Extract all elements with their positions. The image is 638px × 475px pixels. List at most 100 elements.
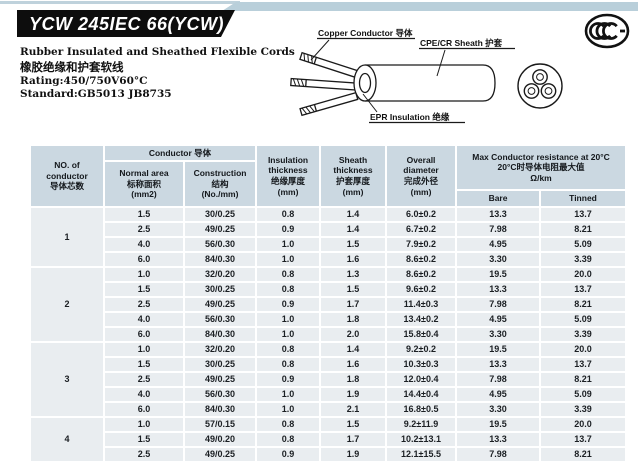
table-row: 6.0 84/0.30 1.0 2.0 15.8±0.4 3.30 3.39: [31, 328, 626, 341]
spec-cell: 2.5: [105, 448, 183, 461]
spec-cell: 9.6±0.2: [387, 283, 456, 296]
spec-cell: 56/0.30: [185, 313, 256, 326]
spec-cell: 4.95: [457, 313, 540, 326]
spec-cell: 1.4: [321, 208, 386, 221]
spec-cell: 49/0.25: [185, 373, 256, 386]
spec-table: NO. of conductor 导体芯数 Conductor 导体 Insul…: [29, 144, 627, 463]
spec-cell: 13.7: [541, 208, 626, 221]
header-insulation: Insulation thickness 绝缘厚度 (mm): [257, 146, 320, 206]
table-row: 2.5 49/0.25 0.9 1.8 12.0±0.4 7.98 8.21: [31, 373, 626, 386]
spec-cell: 84/0.30: [185, 403, 256, 416]
spec-cell: 0.8: [257, 283, 320, 296]
spec-cell: 10.2±13.1: [387, 433, 456, 446]
spec-cell: 15.8±0.4: [387, 328, 456, 341]
spec-cell: 2.5: [105, 373, 183, 386]
spec-cell: 0.8: [257, 433, 320, 446]
spec-cell: 0.9: [257, 223, 320, 236]
cable-cross-section-icon: [517, 63, 563, 109]
spec-cell: 84/0.30: [185, 253, 256, 266]
spec-cell: 1.0: [257, 388, 320, 401]
table-row: 3 1.0 32/0.20 0.8 1.4 9.2±0.2 19.5 20.0: [31, 343, 626, 416]
spec-cell: 57/0.15: [185, 418, 256, 431]
table-row: 4.0 56/0.30 1.0 1.9 14.4±0.4 4.95 5.09: [31, 388, 626, 401]
spec-cell: 32/0.20: [185, 268, 256, 281]
spec-cell: 7.98: [457, 448, 540, 461]
spec-cell: 1.7: [321, 433, 386, 446]
standard-text: Standard:GB5013 JB8735: [20, 88, 172, 101]
table-row: 2.5 49/0.25 0.9 1.9 12.1±15.5 7.98 8.21: [31, 448, 626, 461]
label-underlines: [317, 37, 515, 124]
spec-cell: 1.8: [321, 313, 386, 326]
spec-cell: 20.0: [541, 343, 626, 356]
spec-cell: 8.21: [541, 448, 626, 461]
spec-cell: 2.5: [105, 223, 183, 236]
spec-cell: 13.3: [457, 208, 540, 221]
spec-cell: 13.3: [457, 358, 540, 371]
spec-cell: 13.3: [457, 433, 540, 446]
page-title: YCW 245IEC 66(YCW): [29, 13, 225, 34]
spec-cell: 1.5: [321, 418, 386, 431]
spec-cell: 11.4±0.3: [387, 298, 456, 311]
spec-cell: 0.8: [257, 418, 320, 431]
leader-lines: [310, 39, 446, 113]
header-no-of-conductor: NO. of conductor 导体芯数: [31, 146, 103, 206]
spec-cell: 1.3: [321, 268, 386, 281]
spec-cell: 1.5: [321, 238, 386, 251]
spec-cell: 0.8: [257, 343, 320, 356]
table-row: 4.0 56/0.30 1.0 1.8 13.4±0.2 4.95 5.09: [31, 313, 626, 326]
spec-cell: 3.39: [541, 328, 626, 341]
spec-cell: 6.0: [105, 253, 183, 266]
spec-cell: 19.5: [457, 418, 540, 431]
spec-cell: 1.0: [105, 418, 183, 431]
spec-cell: 9.2±11.9: [387, 418, 456, 431]
spec-cell: 1.5: [321, 283, 386, 296]
table-row: 1.5 30/0.25 0.8 1.5 9.6±0.2 13.3 13.7: [31, 283, 626, 296]
header-sheath: Sheath thickness 护套厚度 (mm): [321, 146, 386, 206]
spec-cell: 14.4±0.4: [387, 388, 456, 401]
spec-cell: 7.98: [457, 223, 540, 236]
spec-cell: 2.5: [105, 298, 183, 311]
subtitle-en: Rubber Insulated and Sheathed Flexible C…: [20, 46, 295, 58]
spec-cell: 49/0.25: [185, 298, 256, 311]
spec-cell: 6.7±0.2: [387, 223, 456, 236]
spec-cell: 6.0: [105, 328, 183, 341]
spec-cell: 7.98: [457, 373, 540, 386]
spec-cell: 1.5: [105, 208, 183, 221]
spec-cell: 4.0: [105, 238, 183, 251]
spec-cell: 0.8: [257, 358, 320, 371]
subtitle-zh: 橡胶绝缘和护套软线: [20, 59, 124, 74]
spec-cell: 5.09: [541, 388, 626, 401]
top-accent-strip-right: [222, 2, 638, 11]
spec-cell: 8.21: [541, 373, 626, 386]
spec-cell: 13.7: [541, 283, 626, 296]
spec-cell: 84/0.30: [185, 328, 256, 341]
spec-cell: 1.6: [321, 358, 386, 371]
spec-cell: 4.0: [105, 388, 183, 401]
spec-cell: 1.4: [321, 223, 386, 236]
spec-cell: 2.0: [321, 328, 386, 341]
table-row: 4.0 56/0.30 1.0 1.5 7.9±0.2 4.95 5.09: [31, 238, 626, 251]
spec-cell: 49/0.25: [185, 448, 256, 461]
spec-cell: 3.30: [457, 328, 540, 341]
table-row: 1.5 49/0.20 0.8 1.7 10.2±13.1 13.3 13.7: [31, 433, 626, 446]
table-row: 1 1.5 30/0.25 0.8 1.4 6.0±0.2 13.3 13.7: [31, 208, 626, 266]
spec-cell: 12.1±15.5: [387, 448, 456, 461]
spec-cell: 3.30: [457, 403, 540, 416]
spec-cell: 56/0.30: [185, 388, 256, 401]
header-construction: Construction 结构 (No./mm): [185, 162, 256, 206]
spec-cell: 20.0: [541, 268, 626, 281]
spec-cell: 4.0: [105, 313, 183, 326]
spec-cell: 5.09: [541, 238, 626, 251]
spec-cell: 1.0: [105, 343, 183, 356]
table-row: 4 1.0 57/0.15 0.8 1.5 9.2±11.9 19.5 20.0: [31, 418, 626, 461]
spec-cell: 4.95: [457, 238, 540, 251]
spec-cell: 0.9: [257, 373, 320, 386]
table-row: 6.0 84/0.30 1.0 1.6 8.6±0.2 3.30 3.39: [31, 253, 626, 266]
rating-text: Rating:450/750V60°C: [20, 74, 148, 87]
table-row: 2 1.0 32/0.20 0.8 1.3 8.6±0.2 19.5 20.0: [31, 268, 626, 341]
spec-cell: 1.5: [105, 358, 183, 371]
ccc-mark-icon: [584, 13, 630, 49]
spec-cell: 8.21: [541, 223, 626, 236]
spec-cell: 13.7: [541, 358, 626, 371]
